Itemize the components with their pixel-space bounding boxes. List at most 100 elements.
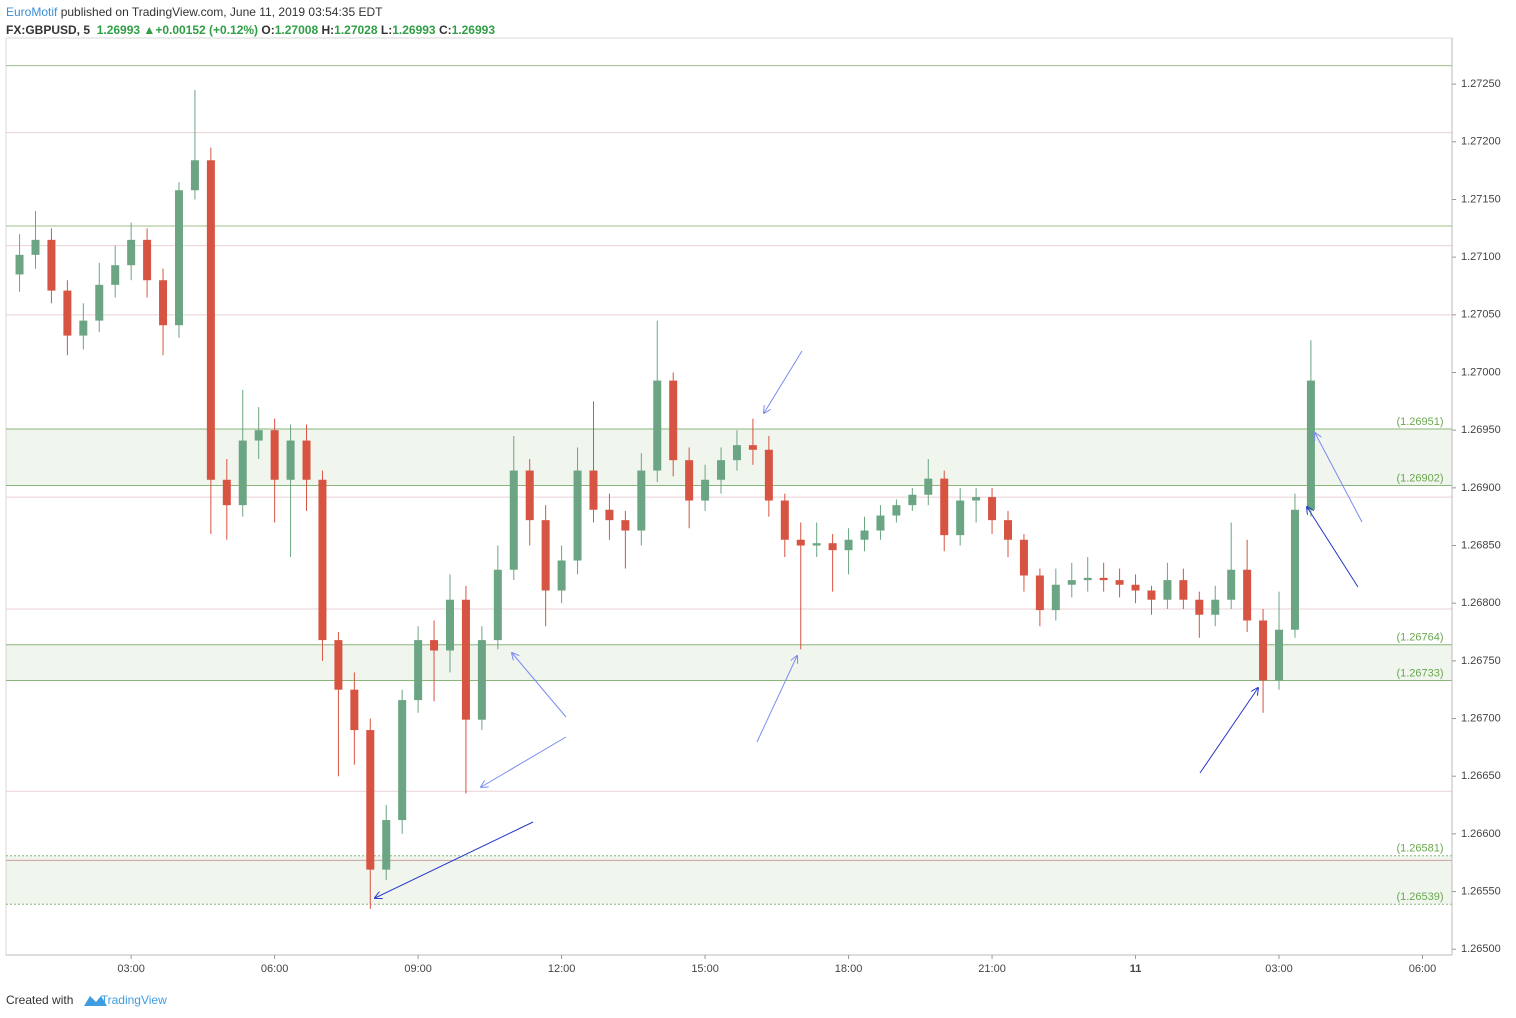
x-tick-label: 06:00 (261, 963, 289, 975)
candle-body (318, 479, 327, 641)
candle-body (717, 460, 726, 480)
candle-body (589, 470, 598, 510)
y-tick-label: 1.27100 (1461, 251, 1501, 263)
x-tick-label: 03:00 (117, 963, 145, 975)
candle-body (812, 543, 821, 546)
zone-label: (1.26539) (1396, 891, 1443, 903)
x-tick-label: 11 (1130, 963, 1142, 975)
candle-body (876, 515, 885, 531)
y-tick-label: 1.27200 (1461, 136, 1501, 148)
created: Created with (6, 993, 74, 1007)
candle-body (701, 479, 710, 501)
y-tick-label: 1.27150 (1461, 193, 1501, 205)
o-label: O: (261, 23, 275, 37)
candle-body (541, 520, 550, 591)
arrow (512, 653, 567, 718)
candle-body (1019, 539, 1028, 576)
zone-label: (1.26902) (1396, 472, 1443, 484)
candle-body (1067, 580, 1076, 585)
candle-body (143, 239, 152, 281)
candle-body (174, 190, 183, 326)
o: 1.27008 (274, 23, 319, 37)
candle-body (860, 530, 869, 540)
zone-label: (1.26733) (1396, 667, 1443, 679)
candle-body (509, 470, 518, 570)
candle-body (621, 520, 630, 531)
y-tick-label: 1.26800 (1461, 597, 1501, 609)
arrow (481, 736, 567, 787)
candle-body (95, 284, 104, 321)
candle-body (1147, 590, 1156, 600)
candle-body (892, 505, 901, 516)
candle-body (1227, 569, 1236, 600)
zone-label: (1.26951) (1396, 416, 1443, 428)
candle-body (828, 543, 837, 551)
zone (6, 855, 1452, 905)
h-label: H: (321, 23, 335, 37)
y-tick-label: 1.26950 (1461, 424, 1501, 436)
candle-body (127, 239, 136, 266)
y-tick-label: 1.26550 (1461, 885, 1501, 897)
candle-body (605, 509, 614, 521)
candle-body (685, 460, 694, 501)
candle-body (382, 820, 391, 870)
candle-body (1306, 380, 1315, 510)
candle-body (1195, 599, 1204, 615)
candle-body (1083, 577, 1092, 581)
candle-body (573, 470, 582, 561)
candle-body (302, 440, 311, 480)
candle-body (1035, 575, 1044, 611)
candle-body (31, 239, 40, 255)
candle-body (222, 479, 231, 506)
arrows (375, 350, 1363, 898)
l: 1.26993 (392, 23, 436, 37)
y-tick-label: 1.27000 (1461, 366, 1501, 378)
brand[interactable]: TradingView (100, 993, 167, 1007)
y-tick-label: 1.27050 (1461, 309, 1501, 321)
candle-body (1179, 580, 1188, 600)
y-tick-label: 1.26600 (1461, 828, 1501, 840)
zone-label: (1.26764) (1396, 632, 1443, 644)
candle-body (493, 569, 502, 641)
candle-body (1275, 629, 1284, 681)
candle-body (398, 700, 407, 821)
candle-body (1099, 577, 1108, 581)
arrow-up: ▲ (143, 23, 156, 37)
x-tick-label: 15:00 (691, 963, 719, 975)
x-tick-label: 18:00 (835, 963, 863, 975)
y-tick-label: 1.26850 (1461, 539, 1501, 551)
candle-body (446, 599, 455, 651)
author[interactable]: EuroMotif (6, 5, 58, 19)
candle-body (79, 320, 88, 336)
candle-body (669, 380, 678, 461)
x-tick-label: 03:00 (1265, 963, 1293, 975)
candle-body (924, 478, 933, 495)
symbol-line: FX:GBPUSD, 5 1.26993 ▲+0.00152 (+0.12%) … (6, 23, 495, 37)
x-tick-label: 06:00 (1409, 963, 1437, 975)
candle-body (637, 470, 646, 531)
candle-body (477, 640, 486, 720)
candle-body (350, 689, 359, 731)
candle-body (1211, 599, 1220, 615)
candle-body (206, 160, 215, 480)
candle-body (63, 290, 72, 336)
published: published on TradingView.com, June 11, 2… (60, 5, 383, 19)
publish-line: EuroMotif published on TradingView.com, … (6, 5, 382, 19)
l-label: L: (380, 23, 393, 37)
candle-body (270, 430, 279, 480)
h: 1.27028 (334, 23, 378, 37)
candle-body (748, 445, 757, 450)
change: +0.00152 (+0.12%) (155, 23, 259, 37)
x-tick-label: 21:00 (978, 963, 1006, 975)
candle-body (430, 640, 439, 651)
candle-body (286, 440, 295, 480)
footer: Created with TradingView (6, 993, 167, 1007)
y-tick-label: 1.26700 (1461, 712, 1501, 724)
candle-body (764, 449, 773, 501)
candle-body (47, 239, 56, 291)
candle-body (972, 497, 981, 501)
candle-body (1115, 580, 1124, 585)
symbol: FX:GBPUSD, 5 (6, 23, 91, 37)
